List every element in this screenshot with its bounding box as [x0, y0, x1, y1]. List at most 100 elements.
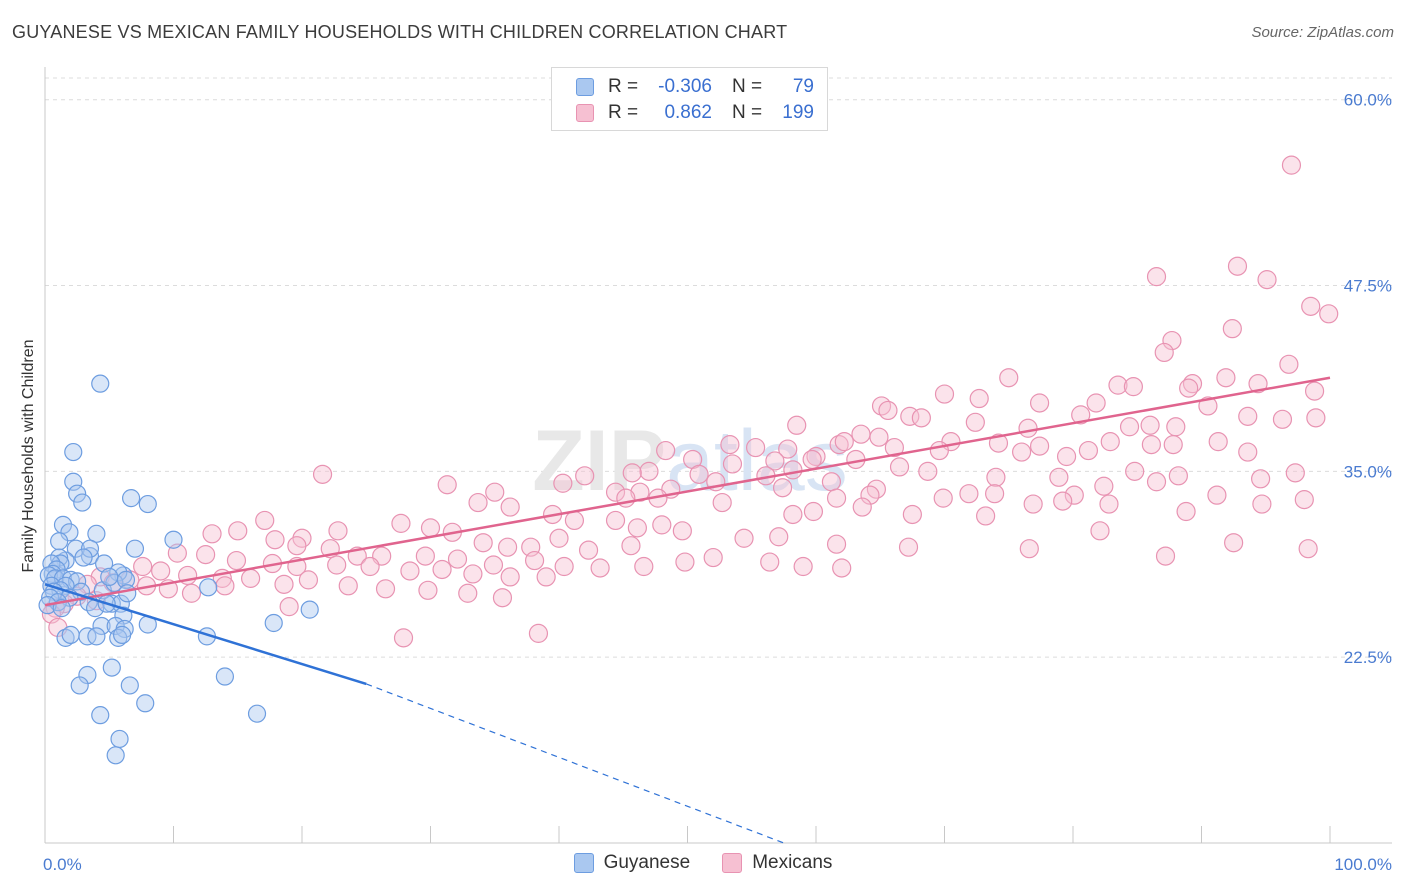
- axes: [44, 67, 1392, 844]
- mexicans-point-162: [226, 550, 247, 571]
- mexicans-point-126: [1298, 539, 1318, 559]
- mexicans-point-144: [832, 558, 852, 578]
- mexicans-point-33: [1166, 417, 1186, 437]
- mexicans-point-200: [528, 623, 549, 643]
- guyanese-points: [38, 374, 319, 765]
- r-value: -0.306: [658, 76, 712, 97]
- mexicans-point-5: [1319, 304, 1339, 324]
- n-value: 199: [782, 102, 814, 123]
- mexicans-point-181: [418, 580, 438, 600]
- guyanese-swatch-icon: [576, 78, 594, 96]
- guyanese-point-67: [102, 658, 121, 677]
- guyanese-point-72: [91, 706, 110, 725]
- mexicans-point-35: [787, 415, 807, 435]
- mexicans-point-65: [889, 457, 910, 477]
- mexicans-point-107: [902, 504, 922, 525]
- mexicans-point-57: [1078, 440, 1099, 461]
- tick-labels: 22.5% 35.0% 47.5% 60.0% 0.0% 100.0%: [43, 91, 1392, 874]
- legend-row-mexicans: R = 0.862 N = 199: [576, 102, 814, 124]
- mexicans-point-118: [652, 515, 672, 535]
- mexicans-point-140: [621, 536, 641, 556]
- mexicans-point-172: [133, 556, 153, 577]
- mexicans-point-8: [1154, 342, 1174, 363]
- mexicans-point-122: [826, 534, 847, 554]
- mexicans-point-43: [1100, 432, 1120, 452]
- mexicans-point-133: [420, 518, 441, 538]
- guyanese-point-70: [215, 667, 234, 686]
- mexicans-point-32: [1140, 415, 1160, 435]
- mexicans-point-46: [778, 439, 798, 459]
- mexicans-point-166: [360, 556, 380, 577]
- guyanese-point-2: [64, 472, 83, 491]
- source-label: Source: ZipAtlas.com: [1251, 24, 1394, 41]
- mexicans-point-92: [1053, 491, 1073, 511]
- mexicans-point-28: [1272, 409, 1293, 429]
- watermark: ZIPatlas: [532, 413, 847, 509]
- n-label: N =: [732, 76, 763, 97]
- mexicans-point-157: [590, 558, 610, 578]
- mexicans-point-51: [765, 451, 785, 471]
- correlation-legend: R = -0.306 N = 79 R = 0.862 N = 199: [551, 67, 828, 131]
- mexicans-point-127: [1224, 533, 1244, 553]
- mexicans-point-38: [851, 424, 871, 444]
- mexicans-point-168: [432, 559, 452, 580]
- n-label: N =: [732, 102, 763, 123]
- guyanese-point-74: [110, 729, 129, 749]
- guyanese-trend-line: [44, 583, 367, 686]
- mexicans-point-136: [498, 537, 518, 557]
- mexicans-point-71: [1251, 469, 1271, 489]
- mexicans-point-116: [605, 510, 626, 531]
- r-label: R =: [608, 76, 639, 97]
- mexicans-point-135: [473, 533, 493, 553]
- mexicans-point-10: [999, 368, 1019, 388]
- mexicans-point-129: [255, 510, 275, 531]
- guyanese-point-75: [106, 746, 125, 765]
- guyanese-point-50: [118, 584, 137, 603]
- mexicans-swatch-icon: [576, 104, 594, 122]
- guyanese-point-47: [100, 567, 119, 587]
- mexicans-point-50: [746, 437, 766, 458]
- mexicans-point-117: [627, 518, 647, 538]
- mexicans-point-199: [393, 628, 414, 648]
- mexicans-point-94: [1207, 485, 1227, 505]
- mexicans-point-89: [860, 485, 880, 505]
- mexicans-point-4: [1301, 296, 1321, 316]
- mexicans-point-190: [215, 576, 235, 596]
- mexicans-point-99: [575, 466, 595, 486]
- mexicans-point-189: [181, 583, 202, 603]
- mexicans-point-14: [1216, 368, 1236, 388]
- legend-item-guyanese: Guyanese: [573, 852, 691, 874]
- legend-label-guyanese: Guyanese: [603, 852, 691, 873]
- mexicans-point-42: [1029, 436, 1050, 456]
- series-legend: Guyanese Mexicans: [0, 852, 1406, 874]
- mexicans-point-6: [1222, 319, 1242, 339]
- mexicans-point-124: [1019, 539, 1039, 559]
- mexicans-point-67: [986, 467, 1006, 487]
- mexicans-swatch-icon: [722, 853, 743, 873]
- mexicans-point-31: [1119, 417, 1140, 437]
- mexicans-point-27: [1238, 406, 1258, 426]
- y-tick-label-2: 47.5%: [1344, 277, 1392, 296]
- mexicans-point-37: [829, 435, 849, 455]
- y-tick-label-0: 22.5%: [1344, 648, 1392, 667]
- mexicans-point-112: [468, 492, 488, 513]
- mexicans-point-131: [328, 521, 348, 541]
- mexicans-point-68: [1049, 467, 1069, 487]
- mexicans-point-58: [1163, 435, 1183, 455]
- mexicans-point-16: [1304, 381, 1325, 401]
- guyanese-point-68: [70, 676, 89, 695]
- mexicans-point-53: [884, 437, 904, 458]
- mexicans-point-159: [675, 552, 695, 572]
- r-label: R =: [608, 102, 639, 123]
- mexicans-point-56: [1056, 446, 1077, 467]
- legend-row-guyanese: R = -0.306 N = 79: [576, 76, 814, 98]
- mexicans-point-22: [1179, 378, 1199, 398]
- mexicans-point-180: [375, 579, 396, 599]
- y-tick-label-3: 60.0%: [1344, 91, 1392, 110]
- mexicans-point-120: [734, 528, 754, 548]
- mexicans-point-19: [1029, 393, 1050, 413]
- mexicans-point-154: [483, 555, 504, 575]
- mexicans-point-49: [720, 435, 740, 455]
- mexicans-point-141: [703, 547, 723, 568]
- legend-label-mexicans: Mexicans: [752, 852, 833, 873]
